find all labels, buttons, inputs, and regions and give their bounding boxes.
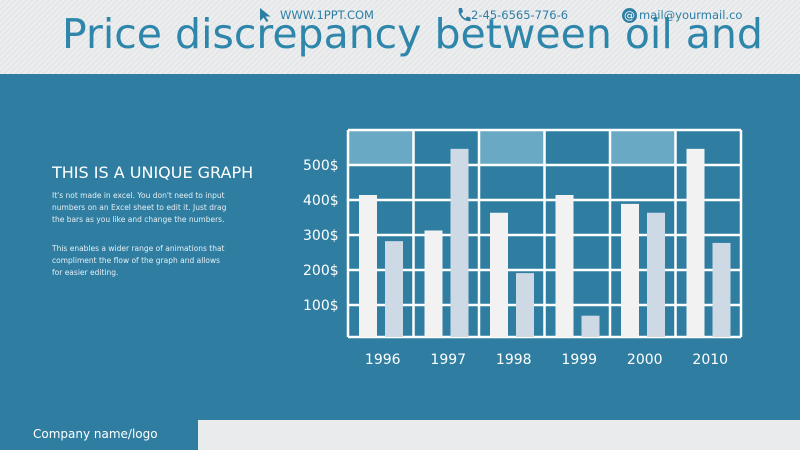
phone-icon (458, 8, 471, 22)
website-text: WWW.1PPT.COM (280, 8, 374, 22)
bar-series-2 (516, 273, 534, 337)
bar-series-2 (647, 212, 665, 337)
phone-number[interactable]: 2-45-6565-776-6 (456, 0, 568, 30)
phone-text: 2-45-6565-776-6 (471, 8, 569, 22)
y-tick-label: 300$ (303, 228, 339, 244)
bar-series-2 (385, 241, 403, 337)
email-link[interactable]: @ mail@yourmail.co (622, 0, 742, 30)
x-tick-label: 1998 (496, 352, 532, 368)
bar-series-1 (686, 148, 705, 337)
highlight-cell (479, 130, 545, 165)
cursor-arrow-icon (260, 8, 271, 22)
at-icon: @ (622, 7, 637, 23)
bar-series-2 (581, 315, 600, 337)
footer-contact-panel (198, 420, 800, 450)
x-tick-label: 1999 (561, 352, 597, 368)
bar-series-2 (712, 242, 731, 337)
slide-title: Price discrepancy between oil and (62, 10, 763, 58)
bar-series-1 (555, 195, 574, 337)
description-paragraph-1: It's not made in excel. You don't need t… (52, 191, 227, 224)
bar-series-1 (359, 195, 377, 337)
highlight-cell (610, 130, 676, 165)
title-bar: Price discrepancy between oil and (0, 0, 800, 74)
bar-series-1 (424, 230, 443, 337)
y-tick-label: 200$ (303, 263, 339, 279)
y-tick-label: 100$ (303, 298, 339, 314)
email-text: mail@yourmail.co (639, 8, 743, 22)
bar-series-1 (490, 212, 508, 337)
y-tick-label: 500$ (303, 158, 339, 174)
website-link[interactable]: WWW.1PPT.COM (258, 0, 374, 30)
bar-series-1 (621, 203, 639, 337)
company-logo-text: Company name/logo (33, 427, 158, 441)
x-tick-label: 2010 (692, 352, 728, 368)
highlight-cell (348, 130, 414, 165)
y-tick-label: 400$ (303, 193, 339, 209)
x-tick-label: 1997 (430, 352, 466, 368)
x-tick-label: 1996 (365, 352, 401, 368)
x-tick-label: 2000 (627, 352, 663, 368)
bar-series-2 (450, 148, 469, 337)
description-paragraph-2: This enables a wider range of animations… (52, 244, 225, 277)
graph-subheading: THIS IS A UNIQUE GRAPH (52, 163, 254, 182)
